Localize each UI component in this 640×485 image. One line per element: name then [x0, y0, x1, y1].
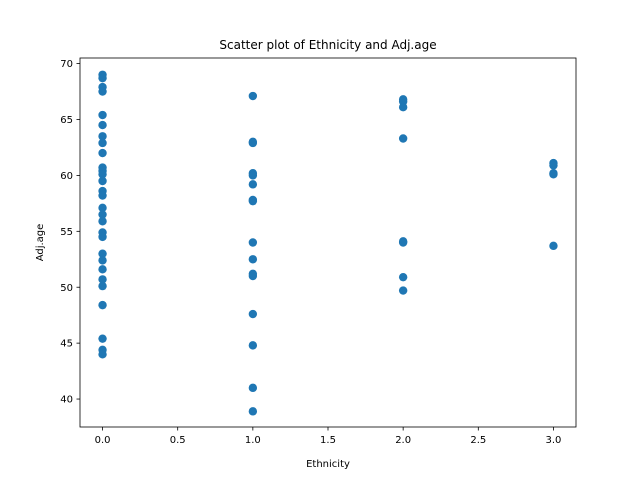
data-point [98, 210, 107, 219]
y-tick-label: 65 [60, 115, 73, 126]
data-point [98, 110, 107, 120]
data-point [549, 161, 558, 170]
data-point [98, 87, 107, 96]
y-axis-label: Adj.age [35, 224, 46, 262]
data-point [398, 272, 408, 282]
data-point [398, 286, 408, 295]
data-point [98, 203, 107, 213]
data-points [98, 70, 558, 416]
data-point [248, 341, 258, 350]
data-point [248, 180, 258, 189]
y-tick-label: 40 [60, 395, 73, 406]
chart-title: Scatter plot of Ethnicity and Adj.age [219, 38, 436, 52]
data-point [248, 138, 258, 148]
data-point [98, 176, 107, 186]
y-tick-label: 55 [60, 227, 73, 238]
data-point [98, 138, 107, 148]
data-point [248, 196, 258, 206]
data-point [98, 191, 107, 200]
data-point [248, 91, 258, 101]
y-axis-ticks: 40 45 50 55 60 65 70 [60, 59, 80, 406]
data-point [98, 170, 107, 179]
x-tick-label: 1.5 [320, 435, 336, 446]
data-point [398, 238, 408, 247]
data-point [98, 334, 107, 343]
data-point [98, 350, 107, 359]
y-tick-label: 70 [60, 59, 73, 70]
data-point [98, 217, 107, 226]
x-tick-label: 0.5 [170, 435, 186, 446]
data-point [98, 232, 107, 242]
x-axis-label: Ethnicity [306, 459, 350, 470]
data-point [248, 309, 258, 319]
data-point [248, 383, 258, 393]
data-point [398, 134, 408, 143]
data-point [248, 255, 258, 264]
x-tick-label: 3.0 [546, 435, 562, 446]
data-point [398, 103, 408, 112]
data-point [98, 120, 107, 130]
data-point [248, 238, 258, 247]
data-point [98, 275, 107, 284]
data-point [98, 73, 107, 83]
data-point [248, 171, 258, 180]
data-point [248, 271, 258, 281]
data-point [98, 281, 107, 291]
data-point [98, 265, 107, 274]
x-tick-label: 1.0 [245, 435, 261, 446]
data-point [98, 256, 107, 265]
y-tick-label: 45 [60, 339, 73, 350]
data-point [549, 241, 558, 251]
data-point [98, 300, 107, 310]
x-tick-label: 0.0 [95, 435, 111, 446]
data-point [549, 170, 558, 179]
data-point [98, 132, 107, 141]
y-tick-label: 50 [60, 283, 73, 294]
y-tick-label: 60 [60, 171, 73, 182]
x-tick-label: 2.0 [395, 435, 411, 446]
data-point [98, 249, 107, 258]
data-point [98, 148, 107, 158]
x-axis-ticks: 0.0 0.5 1.0 1.5 2.0 2.5 3.0 [95, 427, 562, 446]
x-tick-label: 2.5 [470, 435, 486, 446]
data-point [248, 407, 258, 416]
